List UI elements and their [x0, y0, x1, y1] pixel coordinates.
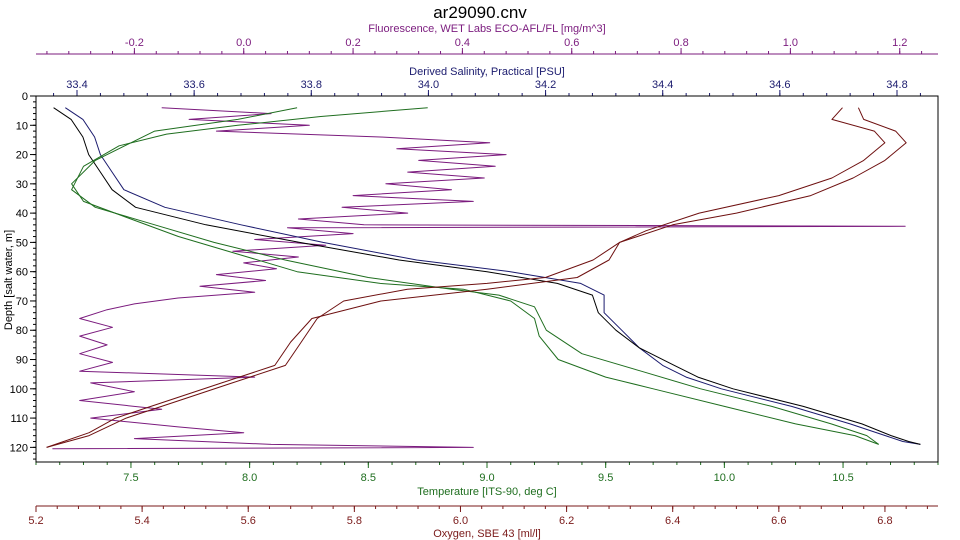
tick-label: 90 [16, 355, 28, 367]
tick-label: 100 [10, 384, 28, 396]
tick-label: 33.4 [66, 79, 87, 91]
tick-label: 10.0 [714, 472, 735, 484]
tick-label: 6.8 [877, 515, 892, 527]
tick-label: 10.5 [832, 472, 853, 484]
tick-label: 70 [16, 296, 28, 308]
tick-label: 0.6 [564, 37, 579, 49]
tick-label: 6.0 [453, 515, 468, 527]
tick-label: 6.4 [665, 515, 680, 527]
tick-label: 60 [16, 267, 28, 279]
series-line-oxygen-6 [46, 107, 907, 448]
tick-label: 34.6 [769, 79, 790, 91]
tick-label: 34.2 [535, 79, 556, 91]
tick-label: 10 [16, 120, 28, 132]
tick-label: 50 [16, 237, 28, 249]
tick-label: 5.2 [28, 515, 43, 527]
bottom-inner-axis: Temperature [ITS-90, deg C] 7.5 8.0 8.5 9.0… [35, 462, 939, 498]
tick-label: 8.5 [361, 472, 376, 484]
tick-label: 30 [16, 179, 28, 191]
top-outer-axis-ticks: -0.2 0.0 0.2 0.4 0.6 0.8 1.0 1.2 [46, 37, 923, 54]
tick-label: 120 [10, 442, 28, 454]
tick-label: 1.0 [783, 37, 798, 49]
tick-label: 0.2 [345, 37, 360, 49]
tick-label: 9.0 [479, 472, 494, 484]
tick-label: 0.0 [236, 37, 251, 49]
bottom-outer-axis-ticks: 5.2 5.4 5.6 5.8 6.0 6.2 6.4 6.6 6.8 [28, 506, 928, 527]
depth-axis: Depth [salt water, m] 0 10 20 30 40 50 60 70 80 9… [3, 91, 36, 460]
series-line-temperature-3 [71, 107, 879, 445]
tick-label: 40 [16, 208, 28, 220]
series-line-fluorescence-0 [52, 107, 906, 450]
top-inner-axis-ticks: 33.4 33.6 33.8 34.0 34.2 34.4 34.6 34.8 [53, 79, 921, 96]
tick-label: 20 [16, 150, 28, 162]
series-line-salinity-2 [53, 107, 921, 445]
depth-axis-title: Depth [salt water, m] [3, 230, 15, 330]
tick-label: 5.4 [134, 515, 149, 527]
bottom-inner-axis-title: Temperature [ITS-90, deg C] [417, 486, 556, 498]
tick-label: 0.8 [673, 37, 688, 49]
bottom-outer-axis: Oxygen, SBE 43 [ml/l] 5.2 5.4 5.6 5.8 6.0 6.2… [28, 505, 938, 540]
bottom-outer-axis-title: Oxygen, SBE 43 [ml/l] [433, 528, 541, 540]
tick-label: 0 [22, 91, 28, 103]
top-inner-axis-title: Derived Salinity, Practical [PSU] [409, 66, 565, 78]
tick-label: -0.2 [125, 37, 144, 49]
tick-label: 5.8 [347, 515, 362, 527]
tick-label: 0.4 [455, 37, 470, 49]
tick-label: 8.0 [242, 472, 257, 484]
tick-label: 7.5 [123, 472, 138, 484]
tick-label: 33.8 [301, 79, 322, 91]
series-line-salinity-1 [65, 107, 921, 445]
tick-label: 34.0 [418, 79, 439, 91]
top-inner-axis: Derived Salinity, Practical [PSU] 33.4 33… [53, 66, 921, 96]
tick-label: 80 [16, 325, 28, 337]
tick-label: 110 [10, 413, 28, 425]
tick-label: 1.2 [892, 37, 907, 49]
series-line-oxygen-5 [46, 107, 886, 448]
tick-label: 6.2 [559, 515, 574, 527]
bottom-inner-axis-ticks: 7.5 8.0 8.5 9.0 9.5 10.0 10.5 [35, 462, 939, 484]
tick-label: 9.5 [598, 472, 613, 484]
series-line-temperature-4 [71, 107, 879, 445]
tick-label: 6.6 [771, 515, 786, 527]
top-outer-axis: Fluorescence, WET Labs ECO-AFL/FL [mg/m^… [36, 23, 938, 55]
plot-frame [35, 95, 939, 463]
series-layer [46, 107, 921, 450]
chart-title: ar29090.cnv [433, 3, 527, 22]
tick-label: 34.4 [652, 79, 673, 91]
tick-label: 5.6 [241, 515, 256, 527]
top-outer-axis-title: Fluorescence, WET Labs ECO-AFL/FL [mg/m^… [368, 23, 605, 35]
tick-label: 33.6 [183, 79, 204, 91]
tick-label: 34.8 [886, 79, 907, 91]
